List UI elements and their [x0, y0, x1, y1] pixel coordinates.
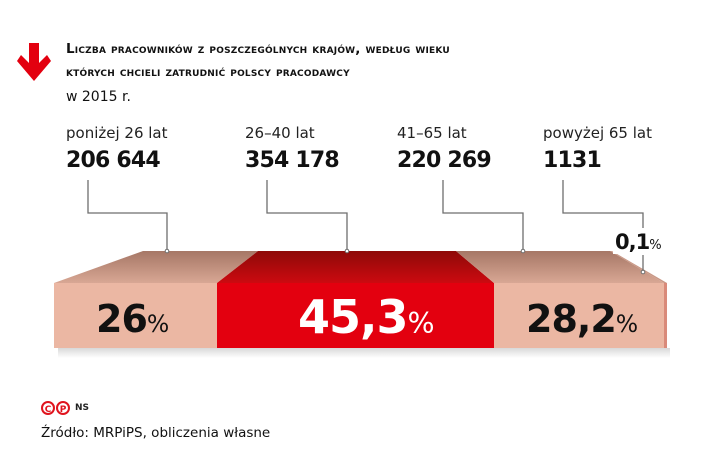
percent-symbol: % [615, 310, 639, 338]
segment-front-26-40 [217, 283, 494, 348]
category-label: 41–65 lat [397, 124, 467, 142]
category-value: 1131 [543, 148, 602, 173]
percent-value: 45,3 [298, 290, 408, 344]
bar-shadow [58, 348, 670, 358]
percent-symbol: % [407, 307, 435, 340]
category-value: 220 269 [397, 148, 492, 173]
segment-front-over-65 [664, 283, 667, 348]
connector-dots [164, 248, 646, 275]
segment-top-under-26 [54, 251, 258, 283]
segment-percent-26-40: 45,3% [298, 290, 435, 344]
category-value: 206 644 [66, 148, 161, 173]
percent-value: 28,2 [526, 297, 617, 341]
percent-symbol: % [146, 310, 170, 338]
source-note: Źródło: MRPiPS, obliczenia własne [41, 425, 271, 441]
chart-title-line-1: Liczba pracowników z poszczególnych kraj… [66, 41, 450, 57]
segment-percent-41-65: 28,2% [526, 297, 638, 341]
segment-percent-over-65: 0,1% [613, 230, 664, 254]
segment-top-26-40 [217, 251, 494, 283]
segment-top-41-65 [456, 251, 664, 283]
percent-symbol: % [649, 238, 662, 253]
percent-value: 0,1 [615, 230, 650, 254]
segment-percent-under-26: 26% [96, 297, 169, 341]
segment-top-over-65 [610, 251, 667, 283]
category-label: 26–40 lat [245, 124, 315, 142]
copyright-line: C P NS [41, 401, 89, 415]
chart-title-line-2: których chcieli zatrudnić polscy pracoda… [66, 64, 350, 80]
connector-lines [87, 180, 644, 272]
copyright-icon: C [41, 401, 55, 415]
author-initials: NS [75, 403, 90, 413]
category-value: 354 178 [245, 148, 340, 173]
phonogram-icon: P [56, 401, 70, 415]
percent-value: 26 [96, 297, 148, 341]
category-label: powyżej 65 lat [543, 124, 652, 142]
segment-front-under-26 [54, 283, 217, 348]
category-label: poniżej 26 lat [66, 124, 168, 142]
arrow-down-icon [17, 43, 51, 81]
chart-title-year: w 2015 r. [66, 89, 131, 105]
segment-front-41-65 [494, 283, 664, 348]
